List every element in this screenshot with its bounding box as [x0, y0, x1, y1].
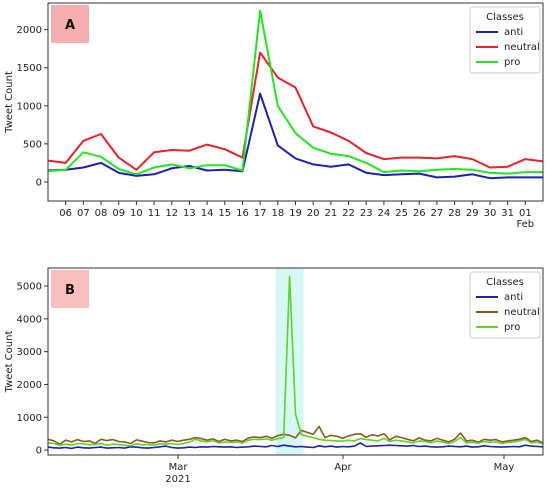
legend: Classes anti neutral pro — [469, 6, 541, 74]
x-tick-label: 22 — [342, 208, 355, 219]
y-tick-label: 0 — [36, 446, 42, 457]
x-tick-label: 27 — [431, 208, 444, 219]
series-line-pro — [47, 9, 543, 176]
x-tick-label: 24 — [378, 208, 391, 219]
chart-panel-A: A 0 500 1000 1500 2000 Tweet Count 06 07 08 09 10 11… — [4, 2, 544, 230]
x-tick-label: 23 — [360, 208, 373, 219]
plot-frame — [47, 2, 544, 202]
series-line-anti — [47, 442, 544, 450]
x-tick-label: 15 — [218, 208, 231, 219]
series-line-neutral — [47, 425, 544, 446]
legend-entry-pro: pro — [504, 57, 520, 68]
plot-frame — [47, 267, 544, 456]
x-tick-sublabel: 2021 — [165, 474, 190, 485]
y-axis-label: Tweet Count — [4, 71, 15, 134]
panel-badge — [51, 5, 89, 43]
x-tick-label: 16 — [236, 208, 249, 219]
y-tick-label: 3000 — [17, 347, 42, 358]
y-tick-label: 1000 — [17, 101, 42, 112]
x-tick-label: Mar — [169, 462, 189, 473]
series-line-neutral — [47, 51, 544, 171]
x-tick-label: 21 — [324, 208, 337, 219]
x-tick-label: 17 — [254, 208, 267, 219]
y-tick-label: 2000 — [17, 25, 42, 36]
x-tick-label: 07 — [77, 208, 90, 219]
legend-title: Classes — [486, 277, 524, 288]
legend: Classes anti neutral pro — [469, 271, 541, 339]
legend-entry-neutral: neutral — [504, 42, 540, 53]
series-line-anti — [47, 92, 543, 180]
x-tick-label: 18 — [271, 208, 284, 219]
panel-badge — [51, 270, 89, 308]
legend-entry-anti: anti — [504, 27, 523, 38]
x-tick-label: 25 — [395, 208, 408, 219]
y-tick-label: 5000 — [17, 282, 42, 293]
x-tick-label: 20 — [307, 208, 320, 219]
legend-entry-neutral: neutral — [504, 307, 540, 318]
x-tick-label: 13 — [183, 208, 196, 219]
x-tick-label: 06 — [59, 208, 72, 219]
x-tick-label: Apr — [334, 462, 352, 473]
chart-panel-B: B 0 1000 2000 3000 4000 5000 Tweet Count Mar Apr M… — [4, 267, 544, 485]
y-tick-label: 2000 — [17, 380, 42, 391]
y-tick-label: 1500 — [17, 63, 42, 74]
legend-box — [469, 6, 541, 74]
x-tick-label: 14 — [201, 208, 214, 219]
x-tick-label: 30 — [484, 208, 497, 219]
series-line-pro — [47, 275, 544, 447]
legend-box — [469, 271, 541, 339]
x-tick-label: 31 — [501, 208, 514, 219]
x-tick-label: 28 — [448, 208, 461, 219]
y-axis-label: Tweet Count — [4, 331, 15, 394]
legend-entry-pro: pro — [504, 322, 520, 333]
x-tick-label: 12 — [165, 208, 178, 219]
x-tick-label: May — [494, 462, 515, 473]
legend-title: Classes — [486, 12, 524, 23]
y-tick-label: 1000 — [17, 413, 42, 424]
legend-entry-anti: anti — [504, 292, 523, 303]
x-tick-label: 09 — [112, 208, 125, 219]
x-tick-label: 01 — [519, 208, 532, 219]
x-tick-label: 29 — [466, 208, 479, 219]
x-tick-label: 26 — [413, 208, 426, 219]
x-tick-label: 19 — [289, 208, 302, 219]
y-tick-label: 0 — [36, 177, 42, 188]
panel-label: B — [65, 283, 75, 298]
panel-label: A — [65, 18, 75, 33]
y-tick-label: 500 — [23, 139, 42, 150]
x-tick-label: 08 — [95, 208, 108, 219]
x-tick-label: 11 — [148, 208, 161, 219]
x-tick-label: 10 — [130, 208, 143, 219]
x-tick-sublabel: Feb — [516, 219, 534, 230]
y-tick-label: 4000 — [17, 314, 42, 325]
